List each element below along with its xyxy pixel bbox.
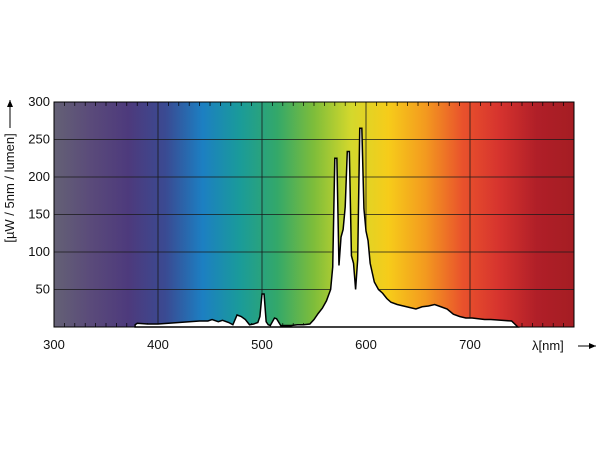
x-axis-ticks: 300 400 500 600 700 (43, 337, 481, 352)
spectrum-curve (134, 127, 520, 328)
grid-lines (54, 102, 574, 327)
x-tick-label: 500 (251, 337, 273, 352)
plot-frame (53, 101, 575, 328)
y-tick-label: 50 (36, 282, 50, 297)
x-axis-arrow-head (589, 343, 596, 349)
x-tick-label: 400 (147, 337, 169, 352)
y-axis-arrow-head (7, 100, 13, 107)
y-tick-label: 200 (28, 169, 50, 184)
y-axis-ticks: 50 100 150 200 250 300 (28, 94, 50, 297)
x-tick-label: 700 (459, 337, 481, 352)
y-tick-label: 250 (28, 132, 50, 147)
plot-area (53, 101, 575, 328)
y-tick-label: 300 (28, 94, 50, 109)
y-tick-label: 150 (28, 207, 50, 222)
y-tick-label: 100 (28, 244, 50, 259)
x-tick-label: 300 (43, 337, 65, 352)
y-axis-label: [µW / 5nm / lumen] (2, 133, 17, 242)
x-tick-label: 600 (355, 337, 377, 352)
x-axis-label: λ[nm] (532, 338, 564, 353)
